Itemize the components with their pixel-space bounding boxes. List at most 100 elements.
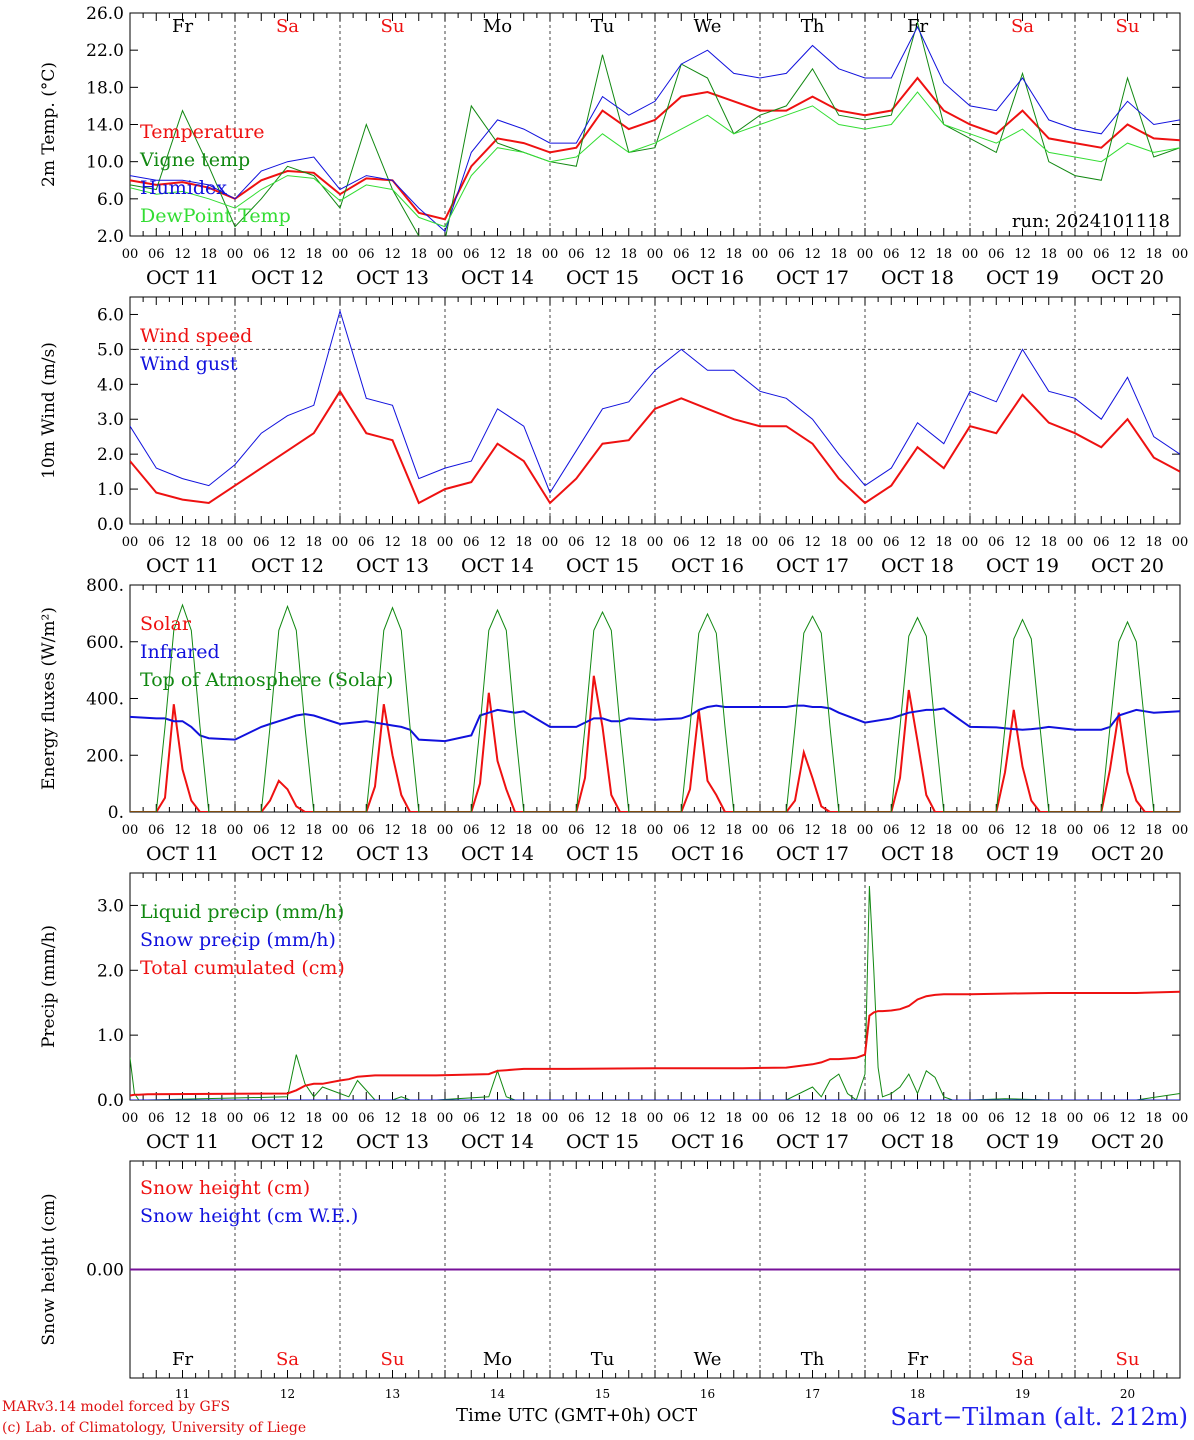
hour-tick-label: 12	[489, 535, 506, 550]
date-label: OCT 15	[566, 843, 639, 865]
y-tick-label: 600.	[86, 633, 124, 653]
hour-tick-label: 18	[1145, 247, 1162, 262]
hour-tick-label: 18	[200, 247, 217, 262]
hour-tick-label: 12	[279, 1111, 296, 1126]
hour-tick-label: 12	[909, 247, 926, 262]
hour-tick-label: 18	[410, 1111, 427, 1126]
hour-tick-label: 00	[647, 247, 664, 262]
y-tick-label: 14.0	[86, 116, 124, 136]
y-axis-title: Precip (mm/h)	[39, 925, 59, 1048]
hour-tick-label: 00	[542, 535, 559, 550]
date-label: OCT 17	[776, 555, 849, 577]
hour-tick-label: 00	[122, 247, 139, 262]
hour-tick-label: 18	[830, 535, 847, 550]
hour-tick-label: 18	[725, 823, 742, 838]
hour-tick-label: 00	[857, 247, 874, 262]
hour-tick-label: 06	[988, 535, 1005, 550]
weekday-label: Su	[1116, 16, 1140, 37]
hour-tick-label: 18	[620, 823, 637, 838]
hour-tick-label: 06	[358, 535, 375, 550]
day-number-label: 11	[175, 1387, 190, 1401]
y-tick-label: 1.0	[97, 1026, 124, 1046]
hour-tick-label: 06	[463, 1111, 480, 1126]
legend-entry: Temperature	[140, 121, 264, 143]
date-label: OCT 20	[1091, 843, 1164, 865]
hour-tick-label: 00	[962, 823, 979, 838]
hour-tick-label: 00	[857, 1111, 874, 1126]
hour-tick-label: 00	[437, 823, 454, 838]
day-number-label: 12	[280, 1387, 295, 1401]
day-number-label: 20	[1120, 1387, 1135, 1401]
hour-tick-label: 12	[489, 247, 506, 262]
footer-model-credit: MARv3.14 model forced by GFS	[2, 1399, 231, 1415]
y-axis-title: Energy fluxes (W/m²)	[39, 607, 59, 790]
y-tick-label: 800.	[86, 576, 124, 596]
hour-tick-label: 00	[752, 247, 769, 262]
run-label: run: 2024101118	[1012, 211, 1170, 232]
day-number-label: 17	[805, 1387, 820, 1401]
hour-tick-label: 00	[542, 1111, 559, 1126]
hour-tick-label: 12	[174, 823, 191, 838]
hour-tick-label: 12	[594, 823, 611, 838]
date-label: OCT 17	[776, 1131, 849, 1153]
hour-tick-label: 00	[752, 1111, 769, 1126]
legend-entry: Vigne temp	[139, 149, 250, 171]
date-label: OCT 19	[986, 555, 1059, 577]
date-label: OCT 18	[881, 1131, 954, 1153]
date-label: OCT 13	[356, 555, 429, 577]
weekday-label: Tu	[591, 16, 615, 37]
hour-tick-label: 06	[148, 535, 165, 550]
weekday-label: Mo	[483, 16, 512, 37]
hour-tick-label: 06	[778, 1111, 795, 1126]
hour-tick-label: 18	[200, 535, 217, 550]
y-tick-label: 2.0	[97, 961, 124, 981]
time-axis-title: Time UTC (GMT+0h) OCT	[456, 1405, 697, 1426]
hour-tick-label: 06	[358, 823, 375, 838]
legend-entry: Snow height (cm W.E.)	[140, 1205, 358, 1227]
y-axis-title: Snow height (cm)	[39, 1193, 59, 1345]
series-line-dewpoint-temp	[130, 91, 1180, 228]
hour-tick-label: 06	[253, 823, 270, 838]
hour-tick-label: 00	[332, 823, 349, 838]
weekday-label: Th	[801, 1349, 825, 1370]
date-label: OCT 14	[461, 843, 534, 865]
hour-tick-label: 00	[962, 247, 979, 262]
hour-tick-label: 12	[909, 823, 926, 838]
hour-tick-label: 18	[305, 535, 322, 550]
date-label: OCT 16	[671, 843, 744, 865]
y-tick-label: 4.0	[97, 375, 124, 395]
day-number-label: 18	[910, 1387, 925, 1401]
hour-tick-label: 18	[935, 247, 952, 262]
weekday-label: Su	[381, 16, 405, 37]
hour-tick-label: 18	[620, 535, 637, 550]
hour-tick-label: 00	[542, 823, 559, 838]
weekday-label: Th	[801, 16, 825, 37]
hour-tick-label: 06	[253, 1111, 270, 1126]
hour-tick-label: 00	[857, 823, 874, 838]
hour-tick-label: 00	[1067, 1111, 1084, 1126]
hour-tick-label: 00	[437, 1111, 454, 1126]
legend-entry: Wind gust	[140, 353, 238, 375]
hour-tick-label: 00	[962, 535, 979, 550]
hour-tick-label: 12	[1014, 1111, 1031, 1126]
footer-lab-credit: (c) Lab. of Climatology, University of L…	[2, 1420, 307, 1436]
date-label: OCT 16	[671, 1131, 744, 1153]
date-label: OCT 13	[356, 843, 429, 865]
hour-tick-label: 18	[305, 823, 322, 838]
series-line-infrared	[130, 704, 1180, 743]
date-label: OCT 19	[986, 1131, 1059, 1153]
hour-tick-label: 18	[935, 535, 952, 550]
date-label: OCT 11	[146, 1131, 219, 1153]
y-tick-label: 3.0	[97, 410, 124, 430]
hour-tick-label: 18	[1145, 823, 1162, 838]
hour-tick-label: 06	[568, 823, 585, 838]
date-label: OCT 16	[671, 267, 744, 289]
hour-tick-label: 06	[253, 247, 270, 262]
hour-tick-label: 00	[227, 1111, 244, 1126]
hour-tick-label: 18	[935, 1111, 952, 1126]
hour-tick-label: 12	[279, 535, 296, 550]
hour-tick-label: 12	[1119, 247, 1136, 262]
legend-entry: Humidex	[140, 177, 227, 199]
hour-tick-label: 18	[515, 247, 532, 262]
hour-tick-label: 18	[935, 823, 952, 838]
